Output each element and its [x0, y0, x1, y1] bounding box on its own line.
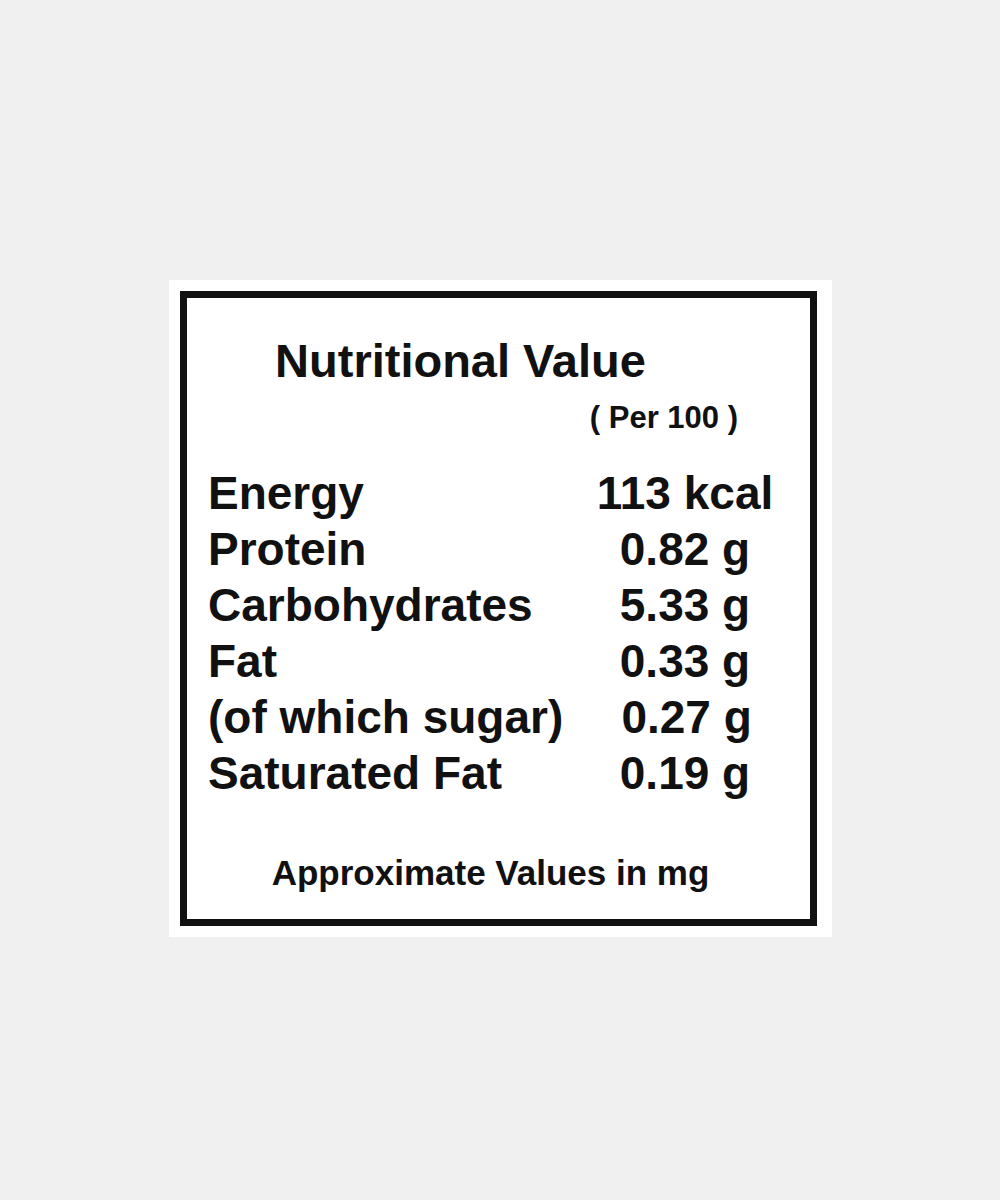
nutrition-row-protein: Protein 0.82 g — [187, 521, 810, 577]
nutrition-row-fat: Fat 0.33 g — [187, 633, 810, 689]
nutrition-label-card: Nutritional Value ( Per 100 ) Energy 113… — [169, 280, 832, 937]
nutrition-row-carbohydrates: Carbohydrates 5.33 g — [187, 577, 810, 633]
nutrition-label-title: Nutritional Value — [187, 335, 810, 387]
nutrition-label-border-box: Nutritional Value ( Per 100 ) Energy 113… — [180, 291, 817, 926]
nutrient-value: 0.82 g — [560, 521, 810, 577]
nutrient-value: 113 kcal — [560, 465, 810, 521]
nutrition-row-energy: Energy 113 kcal — [187, 465, 810, 521]
nutrient-value: 0.19 g — [560, 745, 810, 801]
nutrition-row-sugar: (of which sugar) 0.27 g — [187, 689, 810, 745]
nutrient-name: Saturated Fat — [187, 745, 560, 801]
nutrient-value: 0.27 g — [563, 689, 810, 745]
nutrient-value: 5.33 g — [560, 577, 810, 633]
serving-size-note: ( Per 100 ) — [187, 401, 810, 435]
approximate-values-note: Approximate Values in mg — [187, 853, 810, 893]
nutrient-name: Fat — [187, 633, 560, 689]
nutrient-name: Carbohydrates — [187, 577, 560, 633]
nutrient-name: Protein — [187, 521, 560, 577]
nutrition-row-saturated-fat: Saturated Fat 0.19 g — [187, 745, 810, 801]
nutrition-rows: Energy 113 kcal Protein 0.82 g Carbohydr… — [187, 465, 810, 801]
nutrient-value: 0.33 g — [560, 633, 810, 689]
nutrient-name: (of which sugar) — [187, 689, 563, 745]
nutrient-name: Energy — [187, 465, 560, 521]
